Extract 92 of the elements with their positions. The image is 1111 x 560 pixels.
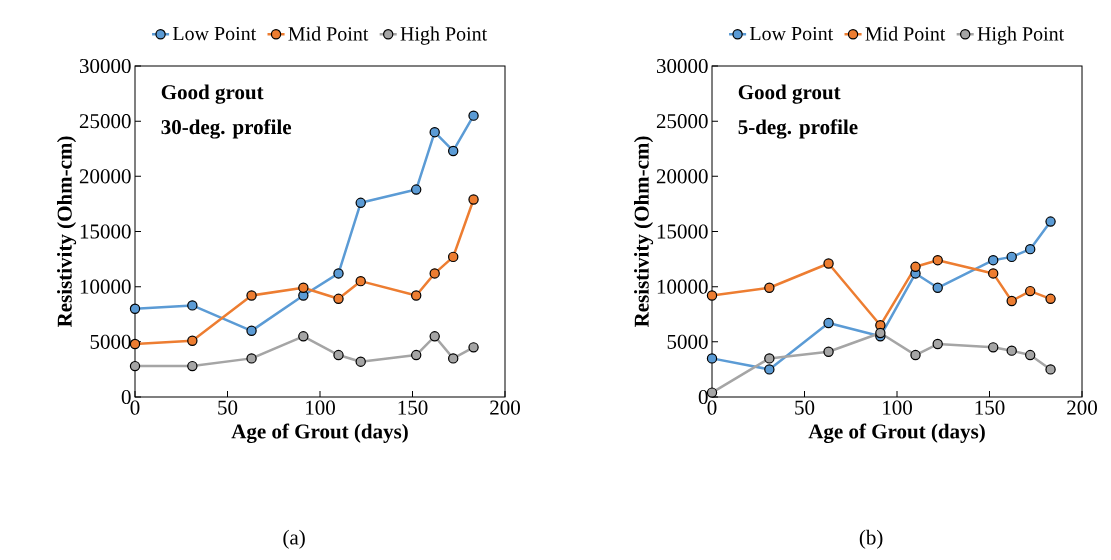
point [448, 353, 459, 364]
point [932, 282, 943, 293]
point [1006, 295, 1017, 307]
y-axis-title: Resistivity (Ohm-cm) [57, 136, 77, 328]
annotation: 5-deg. profile [738, 119, 858, 139]
y-tick-label: 25000 [656, 114, 708, 129]
legend-label: Mid Point [865, 26, 946, 41]
point [411, 349, 422, 361]
annotation: Good grout [738, 84, 841, 104]
point [246, 325, 257, 336]
point [932, 254, 943, 266]
y-tick-label: 5000 [667, 334, 708, 349]
point [1025, 285, 1036, 297]
point [129, 360, 141, 372]
point [448, 145, 459, 157]
point [988, 268, 999, 279]
point [1045, 293, 1056, 304]
point [187, 335, 198, 346]
point [468, 194, 479, 205]
legend-label: Low Point [749, 26, 834, 41]
point [764, 353, 775, 364]
point [246, 290, 257, 301]
legend-label: Low Point [172, 26, 257, 41]
point [910, 349, 921, 361]
point [1045, 364, 1056, 375]
point [411, 184, 422, 195]
annotation: 30-deg. profile [161, 119, 292, 139]
x-tick-label: 100 [883, 400, 912, 415]
point [468, 110, 479, 121]
y-tick-label: 20000 [656, 169, 708, 184]
y-tick-label: 20000 [79, 169, 131, 184]
x-tick-label: 150 [975, 400, 1005, 415]
x-tick-label: 200 [490, 400, 520, 415]
legend-label: High Point [977, 26, 1065, 45]
x-tick-label: 150 [398, 400, 428, 415]
x-tick-label: 200 [1067, 400, 1097, 415]
annotation: Good grout [161, 84, 264, 104]
y-tick-label: 15000 [657, 224, 708, 239]
y-tick-label: 30000 [656, 58, 708, 74]
text: (a) [283, 529, 305, 549]
point [706, 353, 718, 364]
x-axis-title: Age of Grout (days) [808, 423, 985, 443]
legend-label: Mid Point [288, 26, 369, 41]
point [1045, 216, 1056, 227]
point [932, 338, 943, 350]
x-axis-title: Age of Grout (days) [231, 423, 408, 443]
y-tick-label: 30000 [79, 58, 131, 74]
point [823, 258, 834, 269]
point [823, 317, 834, 329]
point [355, 197, 366, 209]
y-tick-label: 0 [121, 389, 131, 405]
point [129, 303, 141, 314]
point [333, 349, 344, 361]
y-tick-label: 10000 [80, 279, 131, 294]
point [355, 275, 366, 287]
point [1025, 243, 1036, 255]
text: (b) [859, 529, 883, 549]
point [298, 282, 309, 293]
point [764, 282, 775, 293]
point [468, 342, 479, 353]
point [411, 290, 422, 301]
point [823, 346, 834, 357]
point [429, 127, 440, 138]
point [706, 290, 718, 301]
point [875, 327, 886, 339]
y-tick-label: 5000 [90, 334, 131, 349]
y-tick-label: 15000 [80, 224, 131, 239]
point [1006, 251, 1017, 263]
point [988, 254, 999, 266]
x-tick-label: 50 [795, 400, 815, 415]
point [988, 342, 999, 353]
point [764, 364, 775, 375]
point [298, 331, 309, 342]
y-tick-label: 10000 [657, 279, 708, 294]
point [246, 353, 257, 364]
point [448, 251, 459, 263]
point [1025, 349, 1036, 361]
x-tick-label: 50 [218, 400, 238, 415]
legend-label: High Point [400, 26, 488, 45]
y-tick-label: 0 [698, 389, 708, 405]
point [429, 268, 440, 279]
point [333, 293, 344, 304]
point [1006, 345, 1017, 356]
point [187, 300, 198, 311]
point [333, 268, 344, 279]
y-axis-title: Resistivity (Ohm-cm) [634, 136, 654, 328]
point [910, 261, 921, 272]
point [429, 331, 440, 342]
y-tick-label: 25000 [79, 114, 131, 129]
x-tick-label: 100 [306, 400, 335, 415]
point [355, 356, 366, 367]
point [187, 360, 198, 372]
